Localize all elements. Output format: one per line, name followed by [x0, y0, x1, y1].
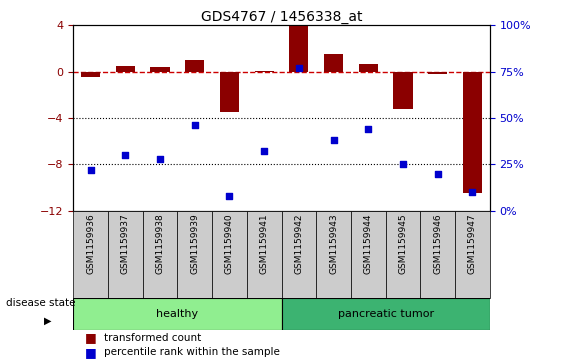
Point [329, 137, 338, 143]
Bar [324, 54, 343, 72]
Text: ■: ■ [84, 331, 96, 344]
Point [434, 171, 443, 176]
Text: healthy: healthy [157, 309, 198, 319]
Point [260, 148, 269, 154]
Text: GSM1159941: GSM1159941 [260, 213, 269, 274]
Bar [220, 72, 239, 112]
Text: transformed count: transformed count [104, 333, 202, 343]
Point [468, 189, 477, 195]
Point [364, 126, 373, 132]
Point [225, 193, 234, 199]
Bar [282, 298, 490, 330]
Bar [108, 211, 142, 298]
Point [190, 122, 199, 128]
Bar [359, 64, 378, 72]
Bar [142, 211, 177, 298]
Text: GSM1159945: GSM1159945 [399, 213, 408, 274]
Point [86, 167, 95, 173]
Text: percentile rank within the sample: percentile rank within the sample [104, 347, 280, 357]
Point [155, 156, 164, 162]
Bar [177, 211, 212, 298]
Bar [421, 211, 455, 298]
Bar [73, 211, 108, 298]
Text: disease state: disease state [6, 298, 75, 308]
Text: GSM1159940: GSM1159940 [225, 213, 234, 274]
Bar [212, 211, 247, 298]
Bar [463, 72, 482, 193]
Title: GDS4767 / 1456338_at: GDS4767 / 1456338_at [201, 11, 362, 24]
Text: GSM1159937: GSM1159937 [121, 213, 129, 274]
Bar [247, 211, 282, 298]
Point [399, 161, 408, 167]
Point [120, 152, 129, 158]
Text: GSM1159942: GSM1159942 [294, 213, 303, 274]
Text: ■: ■ [84, 346, 96, 359]
Bar [282, 211, 316, 298]
Bar [254, 70, 274, 72]
Text: GSM1159939: GSM1159939 [190, 213, 199, 274]
Text: GSM1159946: GSM1159946 [434, 213, 442, 274]
Bar [116, 66, 135, 72]
Text: GSM1159943: GSM1159943 [329, 213, 338, 274]
Text: GSM1159947: GSM1159947 [468, 213, 477, 274]
Point [294, 65, 303, 71]
Text: GSM1159944: GSM1159944 [364, 213, 373, 274]
Text: GSM1159938: GSM1159938 [155, 213, 164, 274]
Bar [428, 72, 447, 74]
Bar [289, 25, 309, 72]
Bar [455, 211, 490, 298]
Bar [73, 298, 282, 330]
Text: GSM1159936: GSM1159936 [86, 213, 95, 274]
Bar [386, 211, 421, 298]
Bar [394, 72, 413, 109]
Text: pancreatic tumor: pancreatic tumor [338, 309, 434, 319]
Bar [351, 211, 386, 298]
Bar [316, 211, 351, 298]
Bar [81, 72, 100, 77]
Bar [185, 60, 204, 72]
Bar [150, 67, 169, 72]
Text: ▶: ▶ [44, 316, 52, 326]
